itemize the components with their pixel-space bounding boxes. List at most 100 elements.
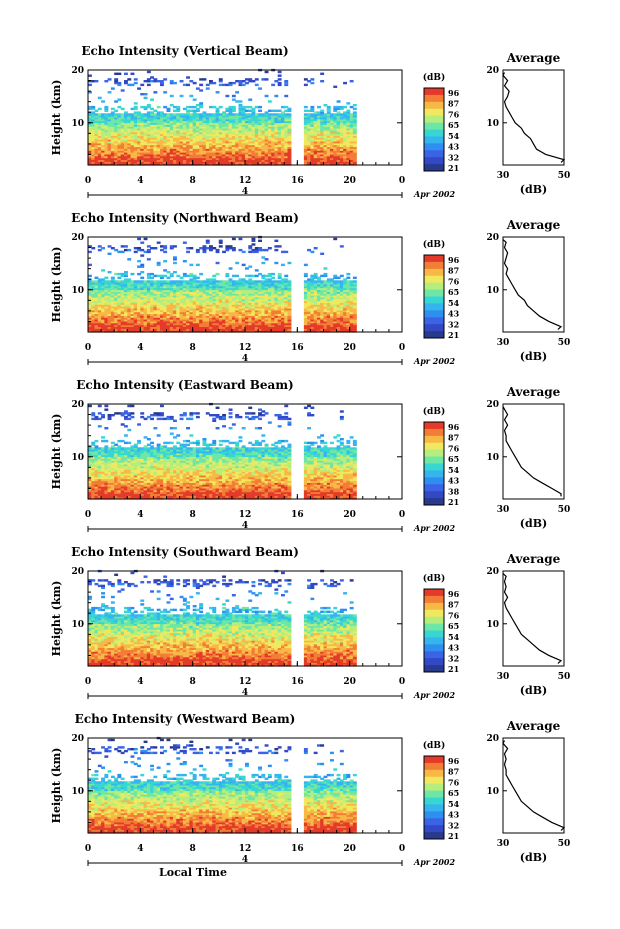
heatmap-cell — [182, 287, 187, 291]
heatmap-cell — [110, 152, 115, 155]
heatmap-cell — [179, 124, 184, 127]
heatmap-cell — [303, 328, 308, 331]
heatmap-cell — [94, 128, 99, 131]
heatmap-cell — [248, 265, 253, 268]
heatmap-cell — [205, 150, 210, 153]
heatmap-cell — [143, 304, 148, 307]
heatmap-cell — [137, 115, 141, 118]
heatmap-cell — [146, 304, 151, 307]
heatmap-cell — [317, 124, 321, 127]
heatmap-cell — [133, 155, 138, 159]
heatmap-cell — [264, 137, 269, 140]
heatmap-cell — [212, 284, 217, 287]
heatmap-cell — [202, 330, 207, 333]
heatmap-cell — [238, 144, 243, 148]
heatmap-cell — [264, 302, 269, 305]
heatmap-cell — [277, 133, 282, 136]
heatmap-cell — [212, 81, 217, 85]
heatmap-cell — [189, 322, 194, 326]
heatmap-cell — [146, 133, 151, 136]
heatmap-cell — [114, 311, 119, 315]
heatmap-cell — [114, 289, 119, 292]
heatmap-cell — [310, 118, 315, 122]
heatmap-cell — [143, 120, 148, 124]
heatmap-cell — [182, 313, 187, 316]
heatmap-cell — [264, 287, 269, 291]
heatmap-cell — [277, 120, 282, 124]
heatmap-cell — [153, 150, 158, 153]
heatmap-cell — [205, 291, 210, 294]
heatmap-cell — [231, 122, 236, 125]
heatmap-cell — [336, 100, 341, 103]
heatmap-cell — [173, 309, 177, 313]
heatmap-cell — [326, 144, 331, 148]
heatmap-cell — [261, 320, 266, 324]
heatmap-cell — [241, 111, 246, 114]
heatmap-cell — [317, 157, 321, 160]
heatmap-cell — [97, 117, 102, 120]
heatmap-cell — [251, 291, 256, 294]
heatmap-cell — [104, 315, 109, 318]
heatmap-cell — [143, 96, 148, 100]
heatmap-cell — [248, 153, 253, 157]
heatmap-cell — [231, 115, 236, 118]
heatmap-cell — [254, 142, 259, 146]
heatmap-cell — [140, 129, 145, 133]
heatmap-cell — [156, 295, 161, 298]
heatmap-cell — [101, 319, 105, 322]
heatmap-cell — [107, 150, 112, 153]
heatmap-cell — [258, 291, 262, 294]
heatmap-cell — [186, 285, 190, 289]
heatmap-cell — [231, 141, 236, 144]
heatmap-cell — [156, 137, 161, 140]
heatmap-cell — [323, 285, 328, 289]
heatmap-cell — [317, 111, 321, 114]
heatmap-cell — [277, 289, 282, 292]
heatmap-cell — [330, 324, 334, 327]
heatmap-cell — [258, 300, 262, 303]
colorbar-swatch — [424, 88, 444, 96]
heatmap-cell — [352, 115, 357, 118]
heatmap-cell — [215, 302, 220, 305]
heatmap-cell — [333, 105, 338, 109]
heatmap-cell — [114, 137, 119, 140]
heatmap-cell — [133, 282, 138, 285]
heatmap-cell — [317, 128, 321, 131]
heatmap-cell — [248, 142, 253, 146]
heatmap-cell — [88, 274, 92, 278]
heatmap-cell — [179, 289, 184, 292]
heatmap-cell — [346, 163, 351, 166]
heatmap-cell — [189, 295, 194, 298]
heatmap-cell — [349, 137, 354, 140]
heatmap-cell — [267, 328, 272, 331]
heatmap-cell — [124, 330, 128, 333]
y-tick-label: 20 — [71, 66, 84, 76]
heatmap-cell — [264, 141, 269, 144]
heatmap-cell — [176, 302, 181, 305]
heatmap-cell — [195, 298, 200, 302]
heatmap-cell — [130, 144, 135, 148]
heatmap-cell — [251, 117, 256, 120]
heatmap-cell — [163, 260, 168, 263]
heatmap-cell — [150, 126, 154, 129]
heatmap-cell — [146, 105, 151, 109]
heatmap-cell — [248, 163, 253, 166]
heatmap-cell — [186, 109, 190, 112]
heatmap-cell — [156, 142, 161, 146]
heatmap-cell — [281, 284, 285, 287]
heatmap-cell — [238, 306, 243, 309]
heatmap-cell — [228, 289, 233, 292]
heatmap-cell — [317, 131, 321, 135]
heatmap-cell — [173, 113, 177, 116]
heatmap-cell — [156, 300, 161, 303]
heatmap-cell — [110, 113, 115, 116]
heatmap-cell — [339, 157, 344, 160]
heatmap-cell — [182, 272, 187, 276]
heatmap-cell — [225, 315, 230, 318]
heatmap-cell — [303, 308, 308, 311]
heatmap-cell — [303, 131, 308, 135]
heatmap-cell — [222, 124, 226, 127]
heatmap-cell — [91, 308, 96, 311]
heatmap-cell — [320, 326, 325, 329]
heatmap-cell — [310, 109, 315, 112]
